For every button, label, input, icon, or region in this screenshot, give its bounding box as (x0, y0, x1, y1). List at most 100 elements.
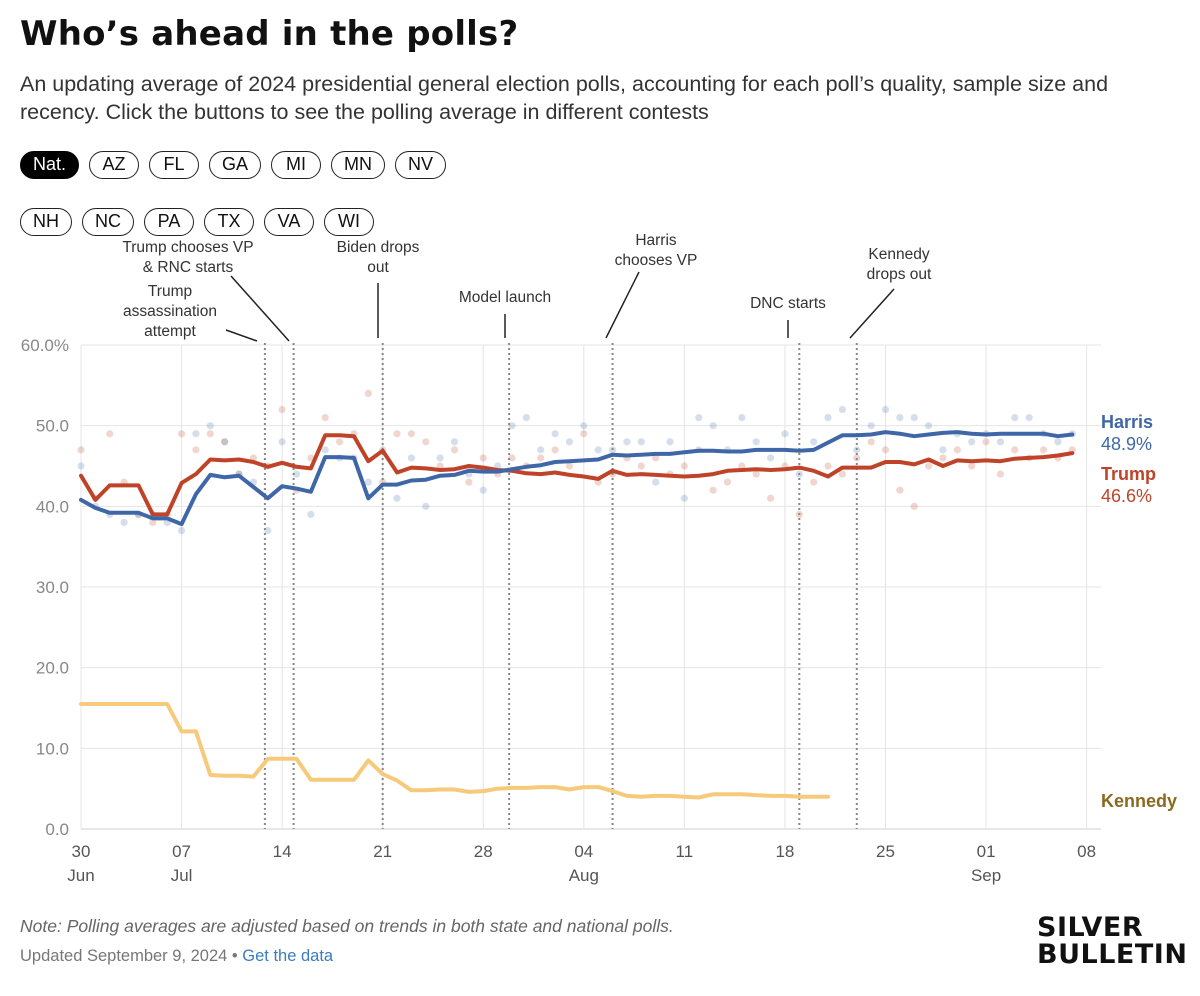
trump-poll-dot (508, 454, 516, 462)
event-annotation: DNC starts (750, 295, 826, 312)
harris-poll-dot (766, 454, 775, 462)
contest-button-va[interactable]: VA (264, 208, 314, 236)
trump-poll-dot (925, 462, 933, 470)
x-tick-label: 18 (775, 842, 794, 861)
harris-poll-dot (594, 446, 602, 454)
harris-poll-dot (120, 518, 128, 527)
event-annotation: Trump chooses VP & RNC starts (122, 239, 253, 276)
harris-poll-dot (867, 422, 875, 430)
trump-poll-dot (752, 470, 760, 478)
trump-poll-dot (221, 438, 229, 446)
contest-button-fl[interactable]: FL (149, 151, 200, 179)
event-annotation: Model launch (459, 289, 551, 306)
harris-poll-dot (810, 438, 818, 446)
harris-poll-dot (422, 502, 430, 510)
event-annotation: Trump assassination attempt (123, 283, 217, 340)
trump-poll-dot (709, 486, 717, 494)
event-annotation-line: DNC starts (750, 295, 826, 312)
event-annotation-line: out (367, 259, 389, 276)
harris-poll-dot (968, 438, 976, 446)
y-tick-label: 20.0 (36, 659, 69, 678)
harris-poll-dot (896, 414, 904, 422)
harris-poll-dot (1054, 438, 1062, 446)
contest-button-nat[interactable]: Nat. (20, 151, 80, 179)
trump-poll-dot (149, 518, 157, 527)
x-tick-month: Sep (971, 866, 1001, 885)
harris-poll-dot (177, 526, 186, 535)
y-tick-label: 50.0 (36, 417, 69, 436)
get-data-link[interactable]: Get the data (242, 947, 334, 965)
contest-button-nv[interactable]: NV (395, 151, 447, 179)
harris-poll-dot (680, 494, 688, 502)
harris-poll-dot (565, 438, 574, 446)
event-leader-line (230, 275, 290, 342)
event-annotation-line: attempt (144, 323, 196, 340)
x-tick-label: 11 (676, 842, 694, 861)
harris-poll-dot (781, 430, 789, 438)
y-tick-label: 40.0 (36, 497, 69, 516)
harris-poll-dot (666, 438, 674, 446)
trump-poll-dot (1011, 446, 1019, 454)
x-tick-label: 28 (474, 842, 493, 861)
harris-poll-dot (925, 422, 933, 430)
updated-line: Updated September 9, 2024 • Get the data (20, 947, 333, 966)
harris-poll-dot (221, 438, 229, 446)
logo-line-2: BULLETIN (1037, 939, 1188, 970)
harris-poll-dot (292, 470, 301, 478)
contest-button-mi[interactable]: MI (271, 151, 322, 179)
trump-poll-dot (580, 430, 588, 438)
trump-poll-dot (637, 462, 645, 470)
trump-poll-dot (192, 446, 200, 454)
trump-poll-dot (479, 454, 487, 462)
contest-button-tx[interactable]: TX (204, 208, 254, 236)
harris-poll-dot (838, 405, 847, 414)
contest-button-wi[interactable]: WI (324, 208, 374, 236)
event-annotation: Biden drops out (337, 239, 420, 276)
trump-poll-dot (278, 405, 286, 414)
trump-poll-dot (321, 414, 329, 422)
harris-poll-dot (824, 414, 832, 422)
trump-poll-dot (177, 430, 186, 438)
x-tick-label: 01 (977, 842, 996, 861)
y-tick-label: 10.0 (36, 739, 69, 758)
trump-label: Trump (1101, 464, 1156, 484)
harris-poll-dot (1011, 414, 1019, 422)
harris-poll-dot (522, 414, 530, 422)
trump-poll-dot (364, 389, 372, 397)
event-annotation-line: Biden drops (337, 239, 420, 256)
event-annotation-line: drops out (867, 266, 932, 283)
harris-poll-dot (508, 422, 516, 430)
contest-button-nc[interactable]: NC (82, 208, 134, 236)
y-tick-label: 0.0 (45, 820, 69, 839)
x-tick-label: 21 (373, 842, 392, 861)
trump-poll-dot (652, 454, 660, 462)
footnote: Note: Polling averages are adjusted base… (20, 916, 674, 936)
harris-poll-dot (1025, 414, 1033, 422)
trump-poll-dot (910, 502, 918, 510)
trump-poll-dot (982, 438, 990, 446)
harris-poll-dot (307, 510, 315, 518)
kennedy-average-line (79, 702, 830, 800)
contest-button-az[interactable]: AZ (89, 151, 140, 179)
harris-poll-dot (580, 422, 588, 430)
harris-poll-dot (450, 438, 459, 446)
contest-button-pa[interactable]: PA (144, 208, 194, 236)
event-annotation-line: assassination (123, 303, 217, 320)
harris-poll-dot (738, 414, 746, 422)
harris-poll-dot (695, 414, 703, 422)
harris-poll-dot (77, 462, 85, 470)
harris-poll-dot (436, 454, 444, 462)
event-annotation: Harris chooses VP (615, 232, 698, 269)
trump-poll-dot (853, 454, 861, 462)
contest-button-nh[interactable]: NH (20, 208, 72, 236)
trump-poll-dot (77, 446, 85, 454)
trump-poll-dot (838, 470, 847, 478)
harris-poll-dot (637, 438, 645, 446)
contest-button-mn[interactable]: MN (331, 151, 386, 179)
logo-line-1: SILVER (1037, 912, 1144, 943)
trump-value: 46.6% (1101, 486, 1152, 506)
harris-poll-dot (321, 446, 329, 454)
harris-poll-dots (77, 405, 1076, 535)
x-tick-label: 04 (574, 842, 593, 861)
contest-button-ga[interactable]: GA (209, 151, 262, 179)
